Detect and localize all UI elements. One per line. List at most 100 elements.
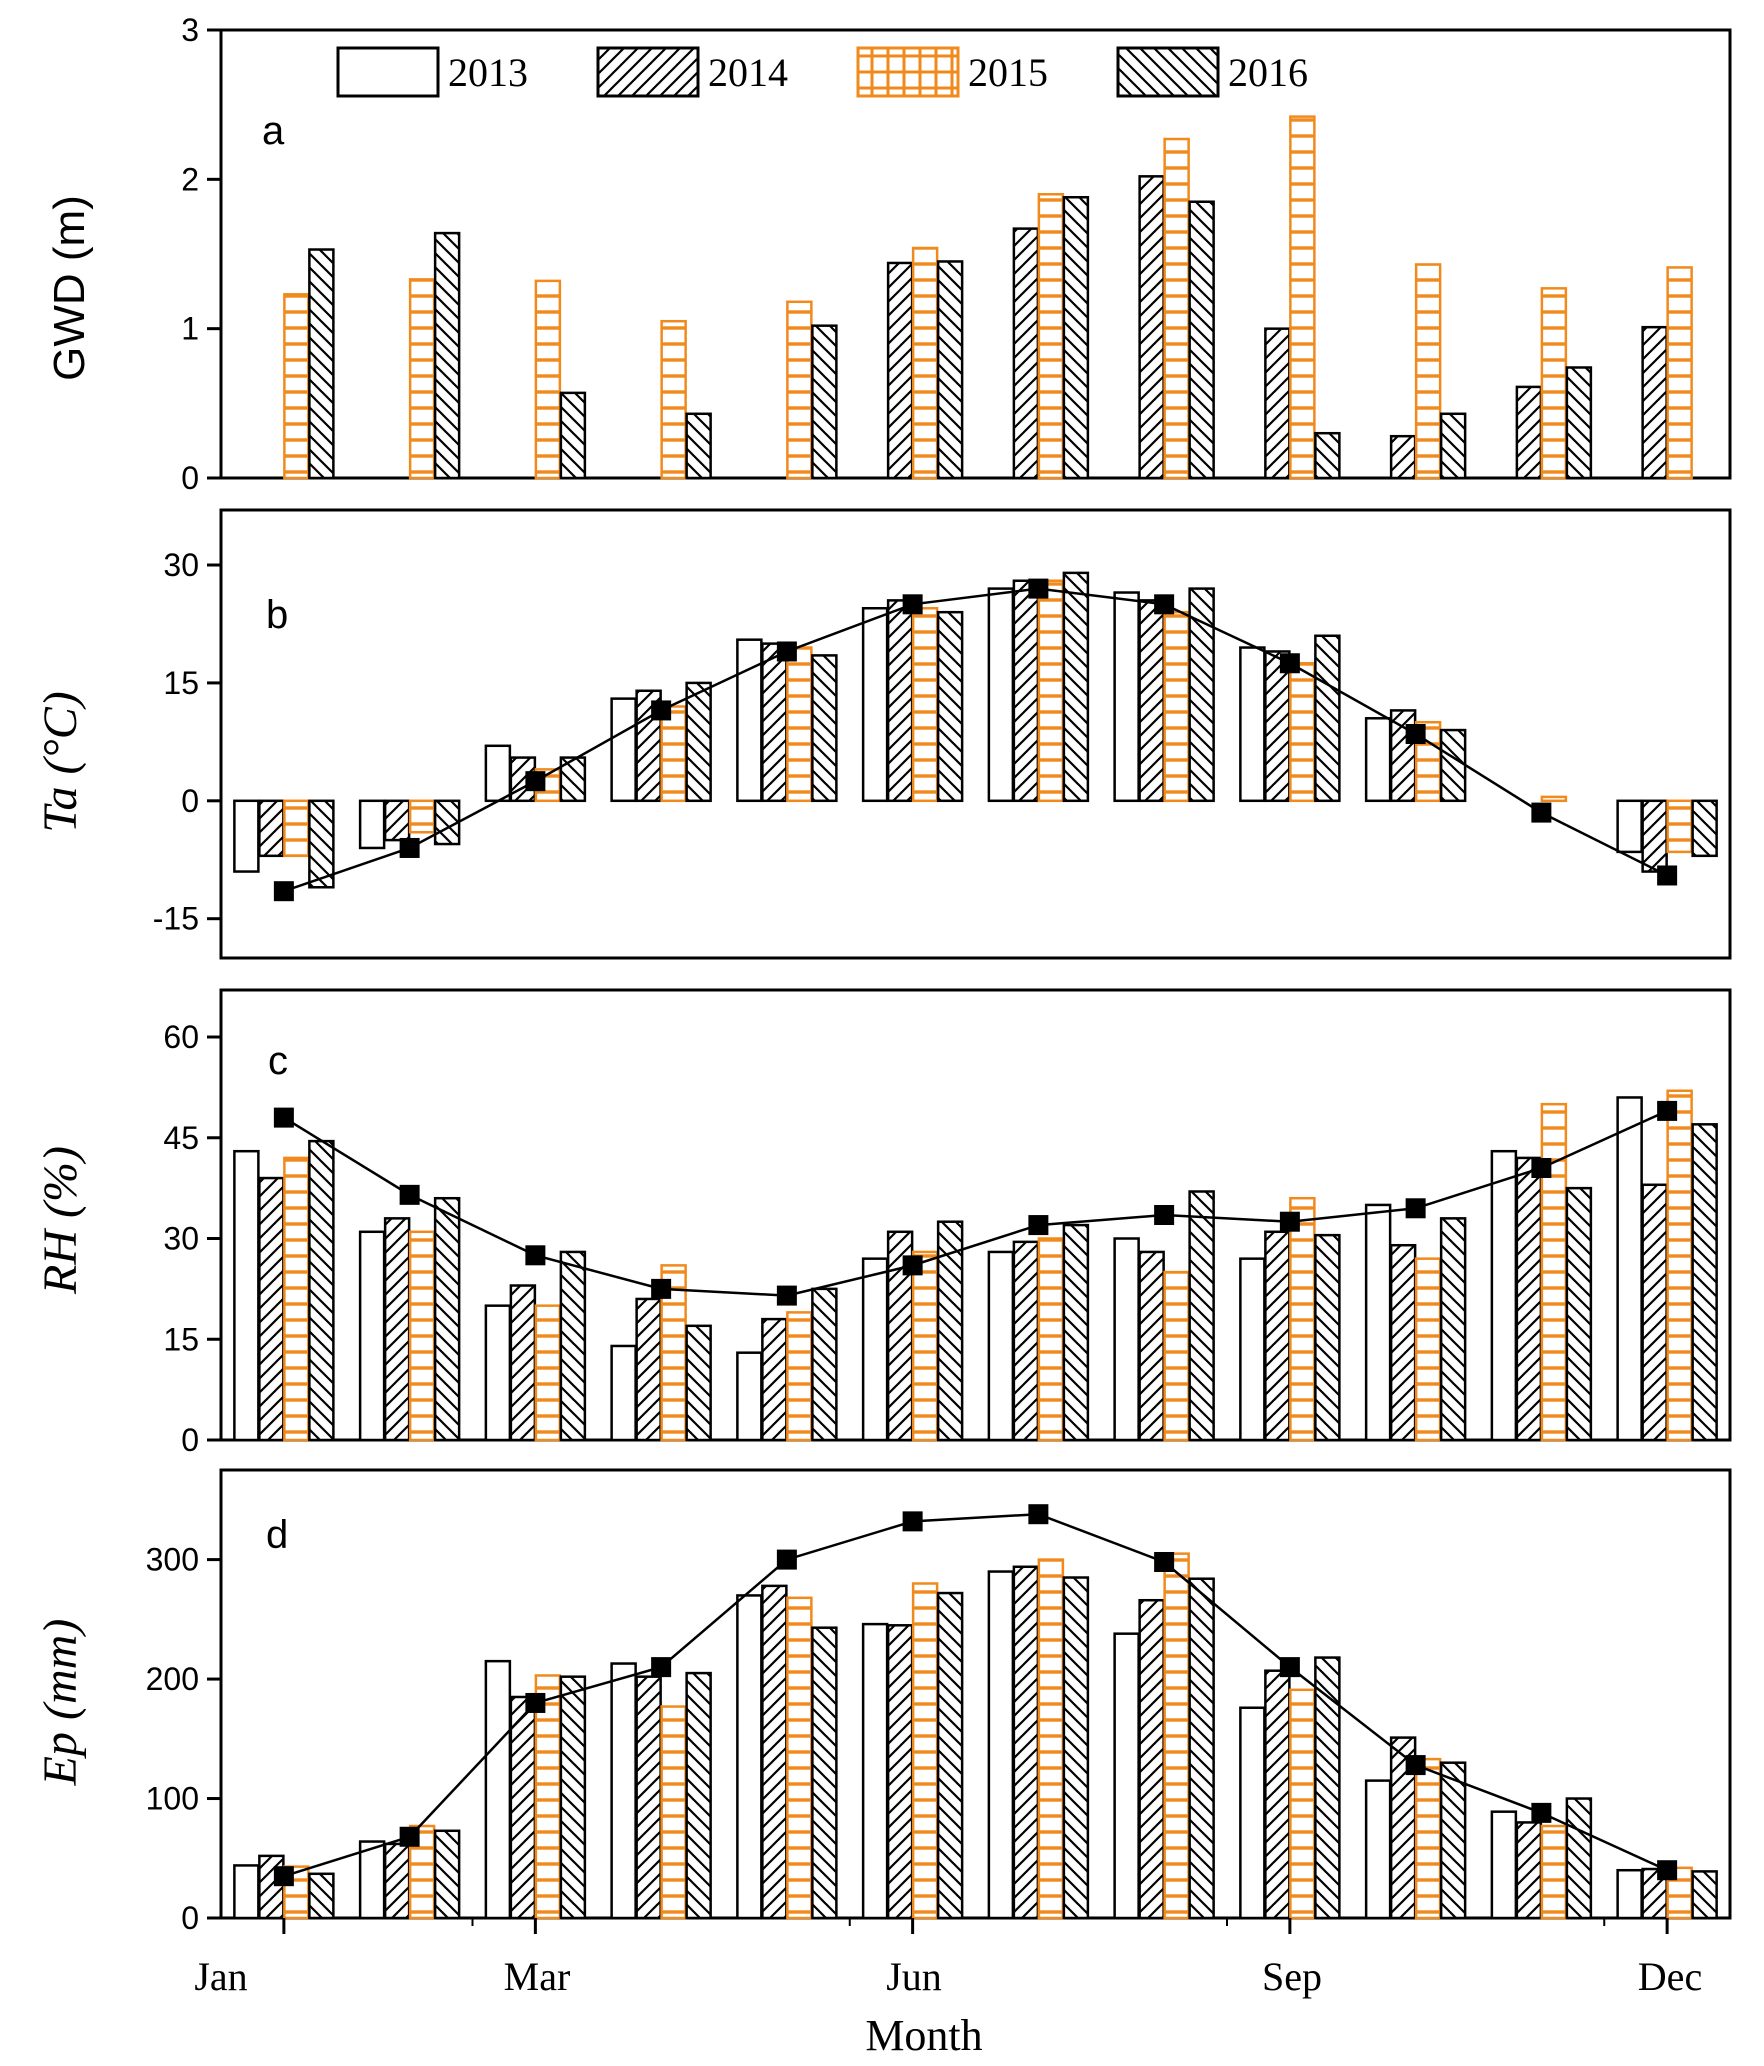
bar-b-2013-apr — [610, 697, 637, 803]
y-tick-label-b: 0 — [181, 783, 199, 819]
bar-c-2013-oct — [1364, 1203, 1392, 1442]
bar-b-2014-jan — [258, 799, 285, 858]
legend-swatch-2016 — [1116, 46, 1220, 98]
bar-d-2015-apr — [660, 1705, 687, 1920]
mean-marker-b-jan — [273, 881, 294, 902]
panel-b: b Ta (°C) — [34, 593, 288, 833]
bar-d-2016-aug — [1188, 1577, 1215, 1920]
bar-c-2014-sep — [1264, 1230, 1291, 1442]
bar-a-2014-aug — [1138, 175, 1165, 480]
y-tick-label-a: 0 — [181, 460, 199, 496]
bar-a-2015-jun — [911, 246, 939, 480]
bar-b-2015-nov — [1540, 795, 1568, 803]
bar-c-2014-dec — [1641, 1183, 1668, 1442]
mean-marker-d-nov — [1531, 1802, 1552, 1823]
bar-a-2016-may — [811, 324, 838, 480]
bar-d-2013-apr — [610, 1662, 637, 1920]
bar-b-2016-sep — [1314, 634, 1341, 803]
panel-letter-a: a — [262, 109, 285, 153]
bar-d-2013-oct — [1364, 1779, 1392, 1920]
bar-c-2013-may — [736, 1351, 763, 1442]
bar-b-2013-jun — [861, 606, 889, 803]
bar-d-2014-sep — [1264, 1669, 1291, 1920]
panel-frame-c — [219, 988, 1732, 1442]
bar-c-2015-jun — [911, 1250, 939, 1442]
bar-b-2014-aug — [1138, 599, 1165, 803]
bar-c-2013-nov — [1490, 1149, 1518, 1442]
bar-a-2016-apr — [685, 412, 712, 480]
bar-d-2014-jan — [258, 1854, 285, 1920]
bar-c-2013-dec — [1616, 1096, 1643, 1442]
bar-b-2014-jul — [1012, 579, 1040, 803]
bar-c-2015-mar — [534, 1304, 562, 1442]
mean-marker-d-jan — [273, 1866, 294, 1887]
bar-d-2014-jun — [886, 1624, 914, 1920]
bar-c-2016-dec — [1691, 1123, 1718, 1442]
bar-c-2016-feb — [433, 1196, 461, 1442]
bar-d-2013-feb — [358, 1840, 386, 1920]
mean-marker-d-aug — [1154, 1551, 1175, 1572]
mean-marker-c-aug — [1154, 1205, 1175, 1225]
bar-d-2015-oct — [1414, 1757, 1442, 1920]
bar-d-2014-jul — [1012, 1565, 1040, 1920]
legend: 2013 2014 2015 2016 — [336, 46, 1308, 98]
mean-marker-c-feb — [399, 1184, 420, 1205]
panel-frame-a — [219, 28, 1732, 480]
bar-c-2014-apr — [635, 1297, 662, 1442]
bar-b-2015-jan — [283, 799, 310, 858]
x-tick-label-dec: Dec — [1638, 1954, 1702, 1999]
bar-a-2015-jan — [283, 293, 310, 480]
bar-d-2013-dec — [1616, 1868, 1643, 1920]
mean-marker-c-mar — [525, 1245, 546, 1266]
bar-b-2014-may — [761, 642, 788, 803]
mean-marker-c-nov — [1531, 1157, 1552, 1178]
bar-b-2015-may — [786, 646, 813, 803]
legend-swatch-2013 — [336, 46, 440, 98]
bar-a-2014-nov — [1515, 385, 1543, 480]
mean-marker-c-may — [776, 1285, 797, 1306]
y-tick-label-b: 30 — [163, 547, 199, 583]
mean-marker-b-sep — [1279, 653, 1300, 674]
mean-marker-b-oct — [1405, 724, 1426, 744]
bar-b-2016-jun — [936, 610, 964, 803]
panel-letter-b: b — [266, 593, 288, 637]
bar-a-2014-dec — [1641, 325, 1668, 480]
bar-a-2015-nov — [1540, 287, 1568, 480]
y-axis-title-d: Ep (mm) — [34, 1619, 87, 1787]
legend-label-2013: 2013 — [448, 50, 528, 95]
mean-marker-b-may — [776, 641, 797, 662]
mean-marker-d-sep — [1279, 1657, 1300, 1678]
bar-a-2015-may — [786, 300, 813, 480]
bar-d-2016-apr — [685, 1671, 712, 1920]
bar-b-2016-jul — [1062, 571, 1090, 803]
bar-a-2016-sep — [1314, 431, 1341, 480]
legend-label-2016: 2016 — [1228, 50, 1308, 95]
bar-d-2014-nov — [1515, 1821, 1543, 1920]
bar-a-2016-aug — [1188, 200, 1215, 480]
bar-d-2016-jan — [308, 1872, 335, 1920]
panel-letter-c: c — [268, 1039, 288, 1083]
bar-a-2014-sep — [1264, 327, 1291, 480]
bar-b-2015-jun — [911, 606, 939, 803]
bar-a-2015-dec — [1666, 266, 1693, 480]
bar-a-2014-jul — [1012, 227, 1040, 480]
bar-b-2014-oct — [1389, 709, 1417, 803]
bar-b-2013-jul — [987, 587, 1015, 803]
bar-d-2013-jul — [987, 1570, 1015, 1920]
bar-d-2014-may — [761, 1584, 788, 1920]
bar-c-2016-oct — [1439, 1217, 1467, 1442]
panel-letter-d: d — [266, 1513, 288, 1557]
bar-d-2013-mar — [484, 1659, 512, 1920]
bar-c-2015-jul — [1037, 1237, 1065, 1442]
bar-d-2013-aug — [1113, 1632, 1140, 1920]
mean-marker-c-oct — [1405, 1198, 1426, 1219]
bar-a-2015-sep — [1289, 115, 1316, 480]
y-axis-title-b: Ta (°C) — [34, 691, 87, 832]
bar-d-2015-mar — [534, 1674, 562, 1920]
bar-b-2015-oct — [1414, 720, 1442, 803]
legend-swatch-2014 — [596, 46, 700, 98]
mean-marker-c-dec — [1657, 1100, 1678, 1121]
y-tick-label-a: 1 — [181, 311, 199, 347]
bar-c-2015-dec — [1666, 1089, 1693, 1442]
